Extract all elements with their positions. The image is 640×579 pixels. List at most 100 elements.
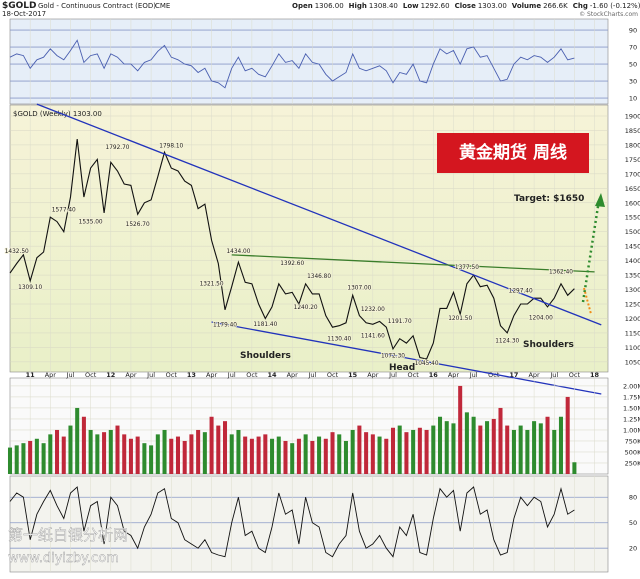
quote-value: -1.60 (-0.12%)	[590, 2, 640, 10]
x-tick-label: 11	[26, 371, 36, 379]
y-tick-label: 50	[629, 61, 637, 69]
volume-bar	[182, 440, 187, 474]
stochastic-panel	[9, 475, 609, 573]
x-tick-label: Jul	[388, 371, 397, 379]
volume-bar	[505, 425, 510, 474]
volume-bar	[417, 427, 422, 474]
volume-bar	[88, 429, 93, 474]
price-label: 1792.70	[106, 145, 130, 151]
quote-value: 1303.00	[478, 2, 507, 10]
volume-bar	[343, 440, 348, 474]
volume-bar	[249, 438, 254, 474]
y-tick-label: 10	[629, 95, 637, 103]
volume-bar	[545, 416, 550, 474]
x-tick-label: Apr	[45, 371, 57, 379]
instrument-name: Gold - Continuous Contract (EOD)	[38, 2, 156, 10]
volume-bar	[256, 436, 261, 474]
volume-bar	[122, 434, 127, 474]
volume-bar	[451, 423, 456, 474]
volume-bar	[41, 443, 46, 474]
price-label: 1346.80	[307, 274, 331, 280]
volume-bar	[404, 432, 409, 474]
x-tick-label: Oct	[408, 371, 420, 379]
x-tick-label: 18	[590, 371, 600, 379]
volume-bar	[135, 436, 140, 474]
head: Head	[389, 363, 415, 373]
volume-layer: 250K 500K 750K 1.00M 1.25M 1.50M 1.75M 2.00M	[7, 378, 640, 474]
volume-bar	[532, 421, 537, 474]
volume-bar	[330, 432, 335, 474]
price-label: 1798.10	[159, 143, 183, 149]
x-tick-label: Oct	[246, 371, 258, 379]
right-shoulder: Shoulders	[523, 340, 574, 350]
trend-line	[231, 254, 595, 273]
volume-bar	[317, 436, 322, 474]
price-label: 1362.40	[549, 270, 573, 276]
price-label: 1191.70	[388, 319, 412, 325]
volume-bar	[390, 427, 396, 474]
y-tick-label: 1200	[625, 315, 640, 323]
y-tick-label: 1750	[625, 156, 640, 164]
volume-bar	[411, 429, 416, 474]
y-tick-label: 1.75M	[623, 393, 640, 401]
price-label: 1201.50	[448, 316, 472, 322]
y-tick-label: 1.25M	[623, 415, 640, 423]
y-tick-label: 30	[629, 78, 637, 86]
volume-bar	[175, 436, 180, 474]
price-label: 1392.60	[280, 261, 304, 267]
price-label: 1204.00	[529, 315, 553, 321]
volume-bar	[196, 429, 201, 474]
y-tick-label: 70	[629, 44, 637, 52]
x-tick-label: Oct	[327, 371, 339, 379]
y-tick-label: 1550	[625, 214, 640, 222]
quote-value: 266.6K	[543, 2, 568, 10]
volume-bar	[236, 429, 241, 474]
trend-line	[36, 103, 602, 326]
quote-label: Chg	[573, 2, 588, 10]
price-label: 1309.10	[18, 285, 42, 291]
volume-bar	[323, 438, 328, 474]
price-panel-title: $GOLD (Weekly) 1303.00	[13, 110, 102, 118]
x-tick-label: 14	[268, 371, 278, 379]
price-label: 1432.50	[5, 249, 29, 255]
volume-bar	[444, 421, 449, 474]
volume-bar	[155, 434, 160, 474]
trend-line	[211, 321, 602, 395]
y-tick-label: 500K	[625, 448, 640, 456]
y-tick-label: 1450	[625, 243, 640, 251]
volume-bar	[115, 425, 120, 474]
price-label: 1232.00	[361, 307, 385, 313]
price-label: 1307.00	[347, 286, 371, 292]
volume-bar	[572, 462, 577, 474]
y-tick-label: 1650	[625, 185, 640, 193]
volume-bar	[384, 438, 389, 474]
y-tick-label: 90	[629, 27, 637, 35]
volume-bar	[95, 434, 100, 474]
x-tick-label: Jul	[307, 371, 316, 379]
quote-label: Close	[455, 2, 477, 10]
volume-bar	[525, 429, 530, 474]
box-title: 黄金期货 周线	[459, 142, 567, 163]
x-tick-label: Jul	[66, 371, 75, 379]
x-tick-label: Jul	[227, 371, 236, 379]
price-label: 1321.50	[200, 281, 224, 287]
volume-bar	[14, 445, 19, 474]
quote-label: Volume	[512, 2, 542, 10]
volume-bar	[310, 440, 315, 474]
volume-bar	[397, 425, 402, 474]
price-label: 1297.40	[509, 288, 533, 294]
volume-bar	[102, 432, 107, 474]
exchange: CME	[155, 2, 170, 10]
volume-bar	[558, 416, 563, 474]
volume-bar	[552, 429, 557, 474]
y-tick-label: 1250	[625, 301, 640, 309]
volume-bar	[464, 412, 469, 474]
x-tick-label: Oct	[85, 371, 97, 379]
volume-bar	[21, 443, 26, 474]
price-label: 1535.00	[79, 220, 103, 226]
x-tick-label: 15	[348, 371, 358, 379]
volume-bar	[303, 434, 308, 474]
volume-bar	[478, 425, 483, 474]
y-tick-label: 1400	[625, 257, 640, 265]
